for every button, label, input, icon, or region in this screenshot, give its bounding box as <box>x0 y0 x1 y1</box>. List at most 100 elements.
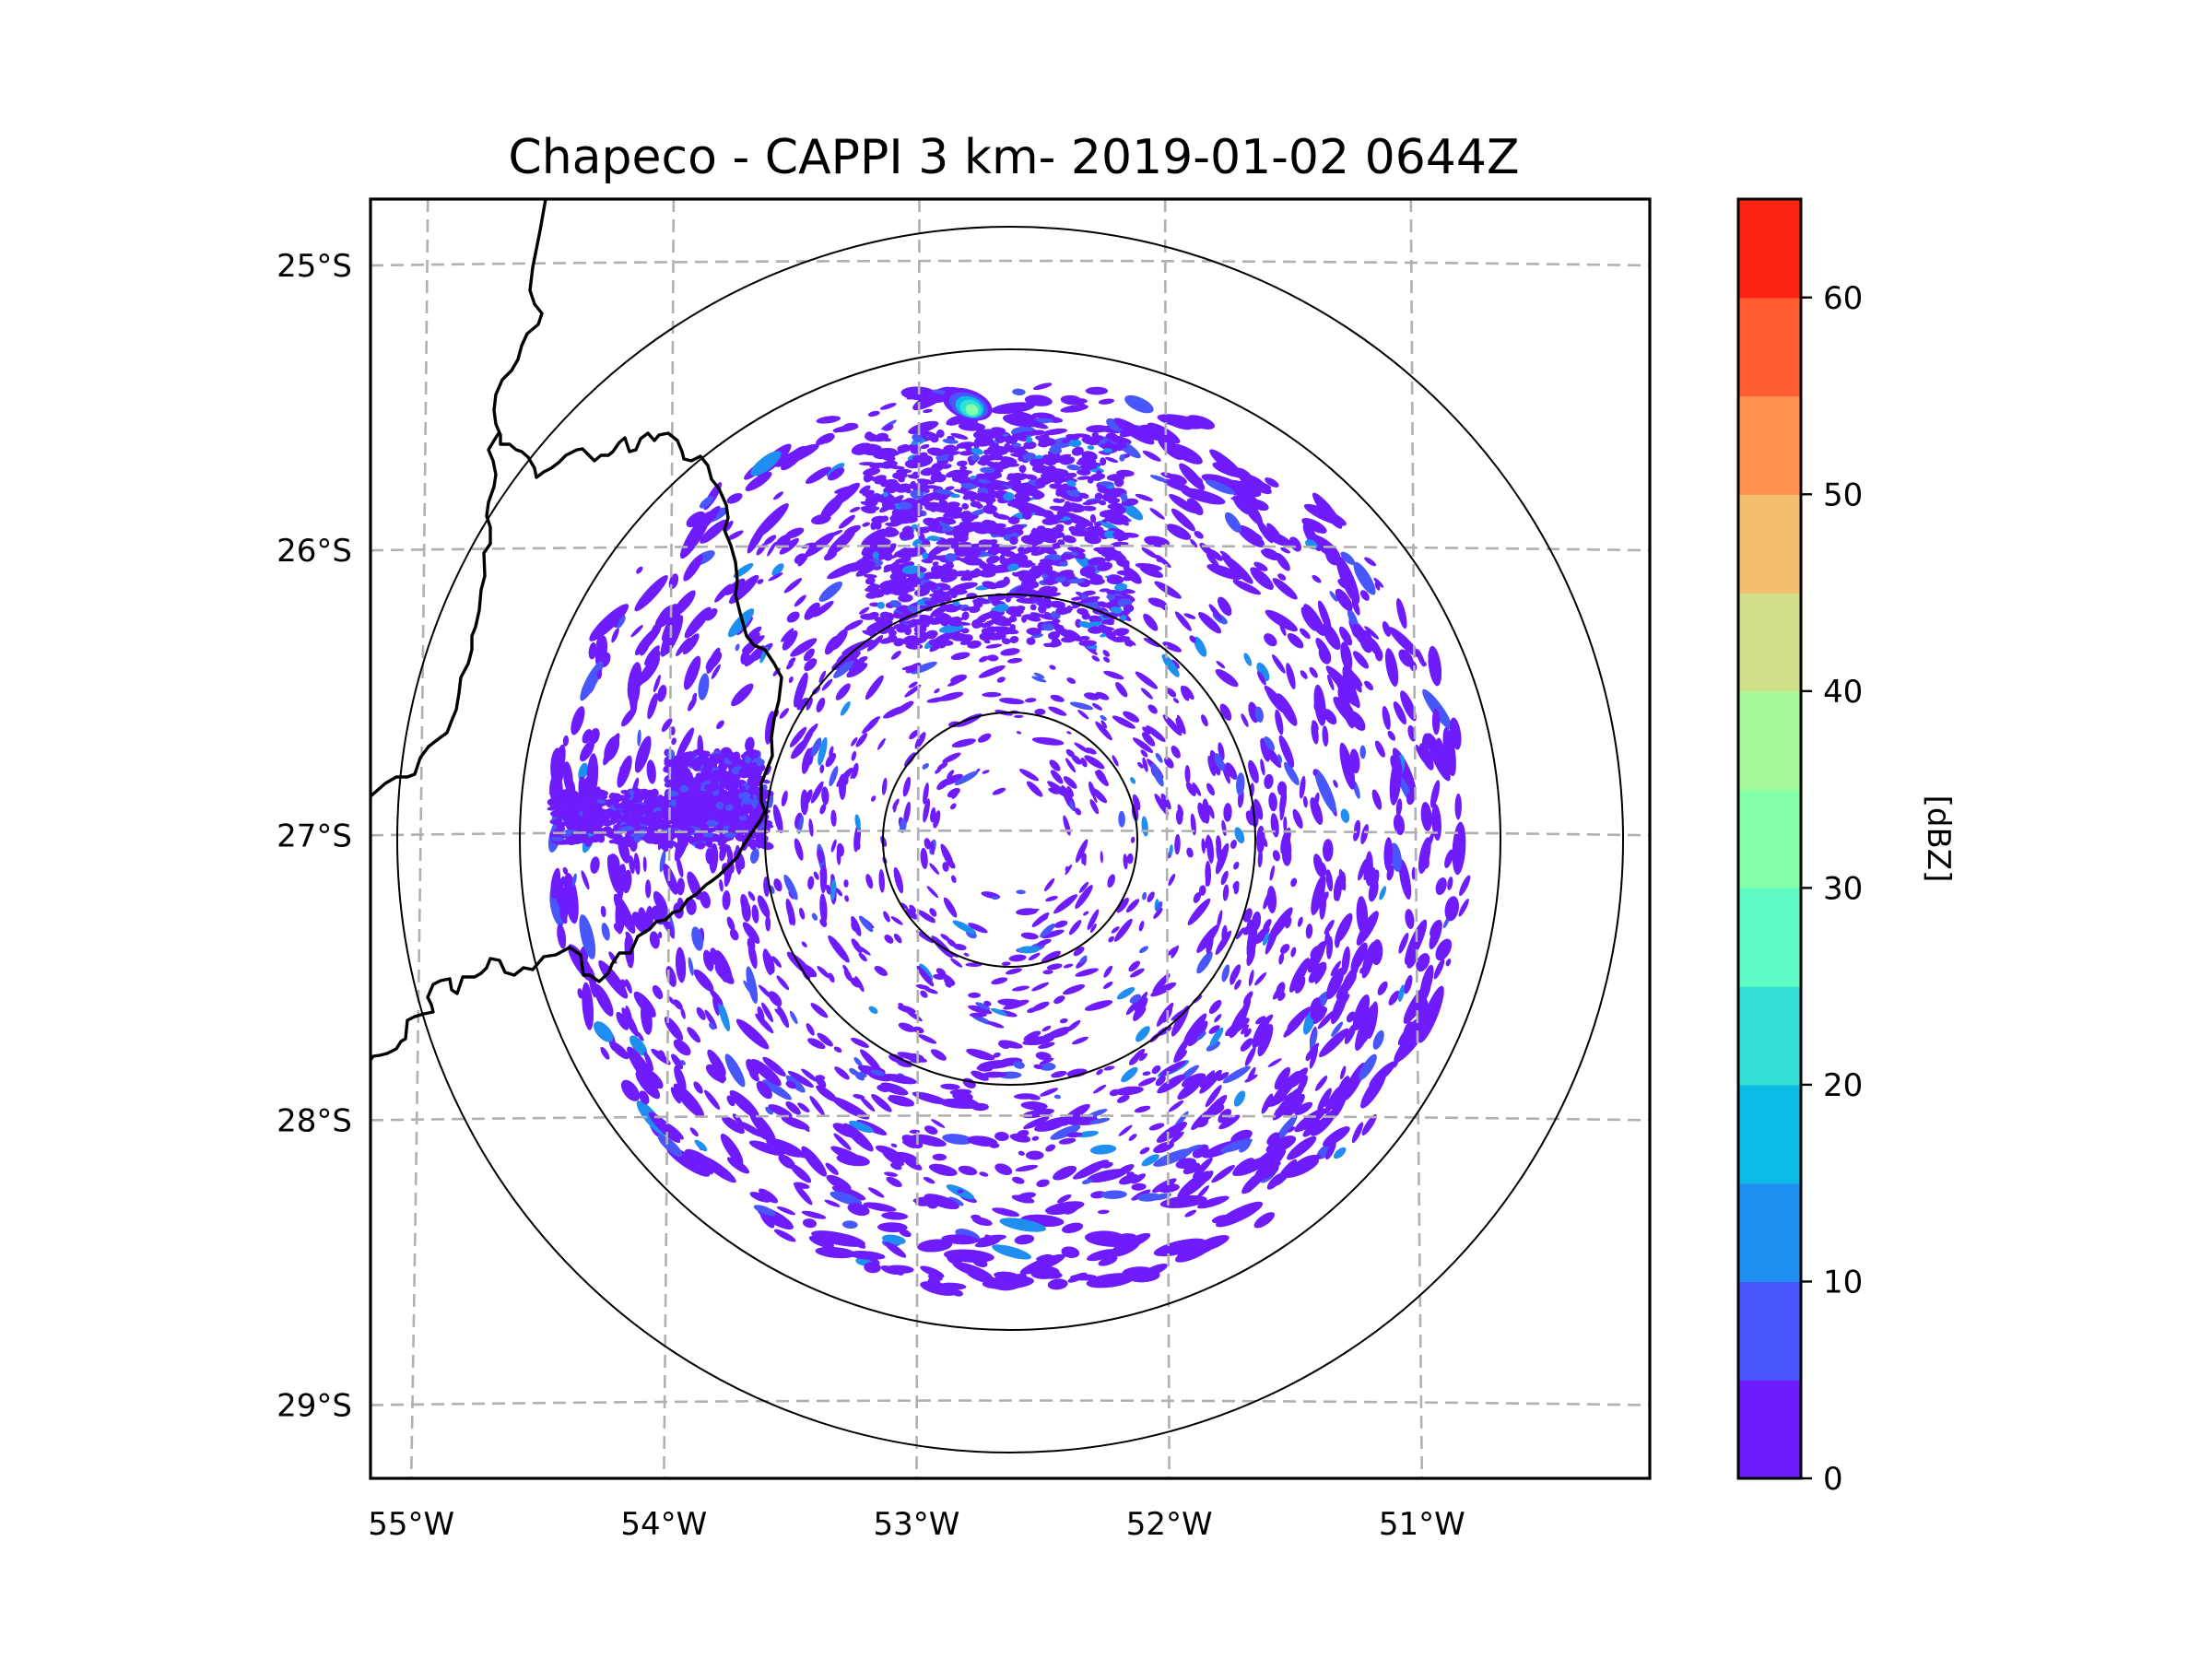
echo-pixel <box>1089 923 1097 934</box>
echo-pixel <box>945 553 958 562</box>
echo-pixel <box>1049 665 1056 670</box>
echo-pixel <box>597 834 606 843</box>
echo-pixel <box>1181 1073 1206 1088</box>
echo-pixel <box>939 947 947 952</box>
echo-pixel <box>1041 510 1054 519</box>
echo-pixel <box>883 706 906 719</box>
echo-pixel <box>1201 714 1208 727</box>
echo-pixel <box>661 718 673 733</box>
echo-pixel <box>1021 418 1049 429</box>
y-tick-label: 27°S <box>276 818 352 854</box>
echo-pixel <box>1338 626 1353 646</box>
echo-pixel <box>1120 1232 1151 1250</box>
echo-pixel <box>1233 1090 1246 1107</box>
echo-pixel <box>617 755 632 788</box>
echo-pixel <box>683 655 701 690</box>
colorbar-segment <box>1738 1182 1801 1283</box>
echo-pixel <box>1069 701 1094 711</box>
echo-pixel <box>726 530 744 541</box>
y-tick-label: 25°S <box>276 248 352 285</box>
echo-pixel <box>653 811 666 817</box>
echo-pixel <box>1218 596 1232 617</box>
echo-pixel <box>1264 736 1275 751</box>
echo-pixel <box>1075 523 1088 529</box>
echo-pixel <box>554 833 561 838</box>
echo-pixel <box>1219 703 1232 721</box>
echo-pixel <box>1382 705 1391 730</box>
echo-pixel <box>667 995 676 1006</box>
echo-pixel <box>1428 645 1442 687</box>
echo-pixel <box>828 467 845 481</box>
echo-pixel <box>1205 479 1236 495</box>
echo-pixel <box>1260 737 1270 762</box>
echo-pixel <box>851 916 862 936</box>
echo-pixel <box>757 895 771 918</box>
echo-pixel <box>1205 1085 1222 1108</box>
echo-pixel <box>1248 759 1259 783</box>
echo-pixel <box>1061 1246 1080 1258</box>
echo-pixel <box>942 773 963 786</box>
echo-pixel <box>1053 995 1065 1005</box>
echo-pixel <box>773 491 783 500</box>
echo-pixel <box>1346 1011 1356 1023</box>
echo-pixel <box>1351 598 1360 616</box>
echo-pixel <box>1075 968 1099 977</box>
echo-pixel <box>917 1239 953 1253</box>
echo-pixel <box>947 770 955 780</box>
echo-pixel <box>1208 604 1222 621</box>
echo-pixel <box>1047 1278 1068 1290</box>
echo-pixel <box>700 519 728 544</box>
chart-title: Chapeco - CAPPI 3 km- 2019-01-02 0644Z <box>508 130 1519 185</box>
echo-pixel <box>1192 782 1202 796</box>
echo-pixel <box>830 629 848 651</box>
echo-pixel <box>970 500 982 508</box>
echo-pixel <box>952 920 977 935</box>
echo-pixel <box>1042 535 1058 541</box>
echo-pixel <box>858 462 877 466</box>
echo-pixel <box>651 1048 671 1065</box>
echo-pixel <box>588 728 600 745</box>
echo-pixel <box>700 891 711 909</box>
echo-pixel <box>621 707 637 727</box>
echo-pixel <box>971 453 981 462</box>
echo-pixel <box>1150 762 1164 787</box>
echo-pixel <box>1075 885 1093 910</box>
echo-pixel <box>1026 637 1036 645</box>
echo-pixel <box>1222 884 1230 901</box>
echo-pixel <box>1189 635 1196 643</box>
echo-pixel <box>1171 745 1181 759</box>
echo-pixel <box>924 574 935 580</box>
echo-pixel <box>1088 626 1104 634</box>
echo-pixel <box>1087 445 1095 450</box>
echo-pixel <box>1339 742 1356 790</box>
echo-pixel <box>1287 632 1304 649</box>
echo-pixel <box>1250 499 1269 512</box>
echo-pixel <box>1206 782 1215 796</box>
echo-pixel <box>583 800 592 806</box>
echo-pixel <box>1095 721 1112 741</box>
echo-pixel <box>999 1040 1023 1049</box>
echo-pixel <box>1103 1065 1115 1071</box>
echo-pixel <box>1041 1025 1052 1032</box>
echo-pixel <box>888 629 897 637</box>
echo-pixel <box>1049 759 1061 771</box>
echo-pixel <box>1454 794 1462 820</box>
echo-pixel <box>779 708 789 719</box>
echo-pixel <box>767 542 777 557</box>
echo-pixel <box>930 1049 947 1061</box>
echo-pixel <box>997 998 1024 1006</box>
echo-pixel <box>883 911 890 923</box>
echo-pixel <box>1156 1122 1187 1143</box>
echo-pixel <box>1070 633 1083 641</box>
echo-pixel <box>862 449 881 456</box>
echo-pixel <box>883 424 894 431</box>
echo-pixel <box>956 507 963 512</box>
echo-pixel <box>1340 551 1356 565</box>
echo-pixel <box>642 818 653 826</box>
echo-pixel <box>1406 790 1416 806</box>
echo-pixel <box>946 415 965 426</box>
echo-pixel <box>747 891 756 901</box>
echo-pixel <box>776 975 790 991</box>
echo-pixel <box>606 854 620 893</box>
echo-pixel <box>956 441 975 449</box>
